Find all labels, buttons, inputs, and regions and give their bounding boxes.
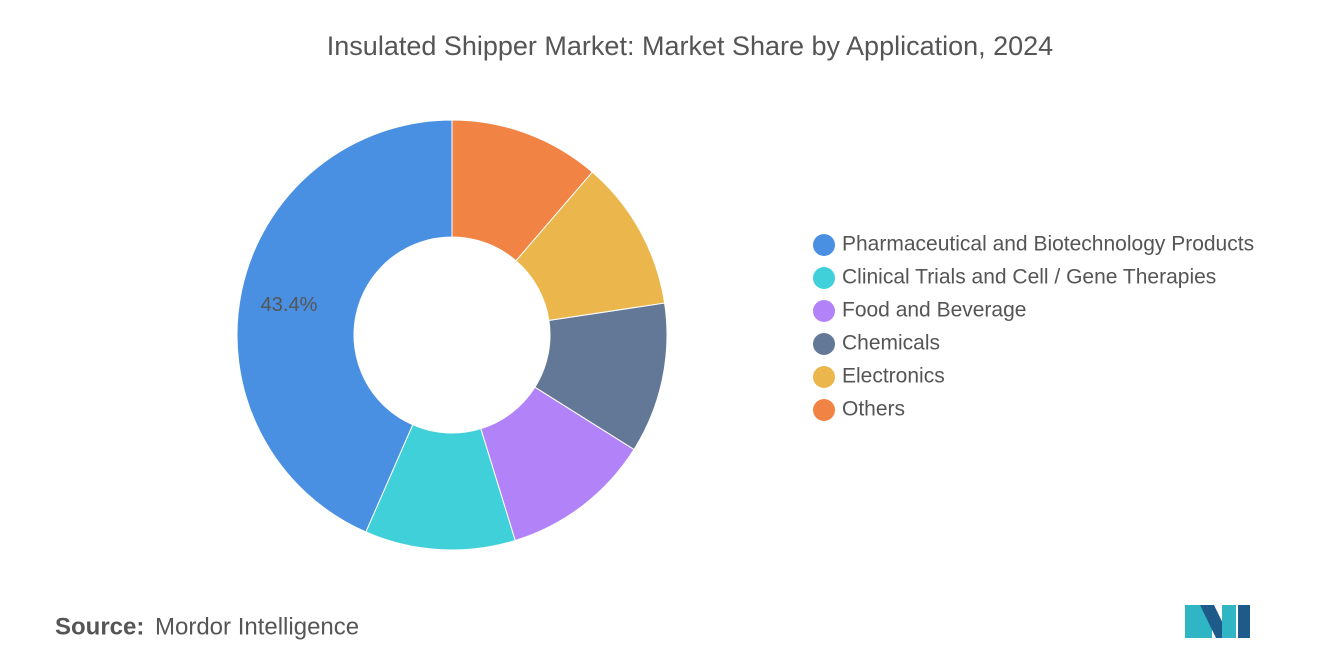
legend-label: Chemicals <box>842 332 940 355</box>
legend-label: Pharmaceutical and Biotechnology Product… <box>842 233 1254 256</box>
data-label: 43.4% <box>261 294 318 316</box>
logo <box>1185 605 1250 638</box>
legend-swatch <box>813 267 835 289</box>
donut-slice <box>451 119 593 262</box>
source-label: Source: <box>55 613 144 640</box>
source-text: Mordor Intelligence <box>155 613 359 640</box>
legend-swatch <box>813 399 835 421</box>
legend-swatch <box>813 234 835 256</box>
legend-label: Electronics <box>842 365 945 388</box>
legend-label: Clinical Trials and Cell / Gene Therapie… <box>842 266 1216 289</box>
legend-label: Food and Beverage <box>842 299 1026 322</box>
donut-slice <box>236 119 453 533</box>
legend-swatch <box>813 300 835 322</box>
legend-label: Others <box>842 398 905 421</box>
chart-title: Insulated Shipper Market: Market Share b… <box>327 31 1053 61</box>
legend-swatch <box>813 333 835 355</box>
legend-swatch <box>813 366 835 388</box>
